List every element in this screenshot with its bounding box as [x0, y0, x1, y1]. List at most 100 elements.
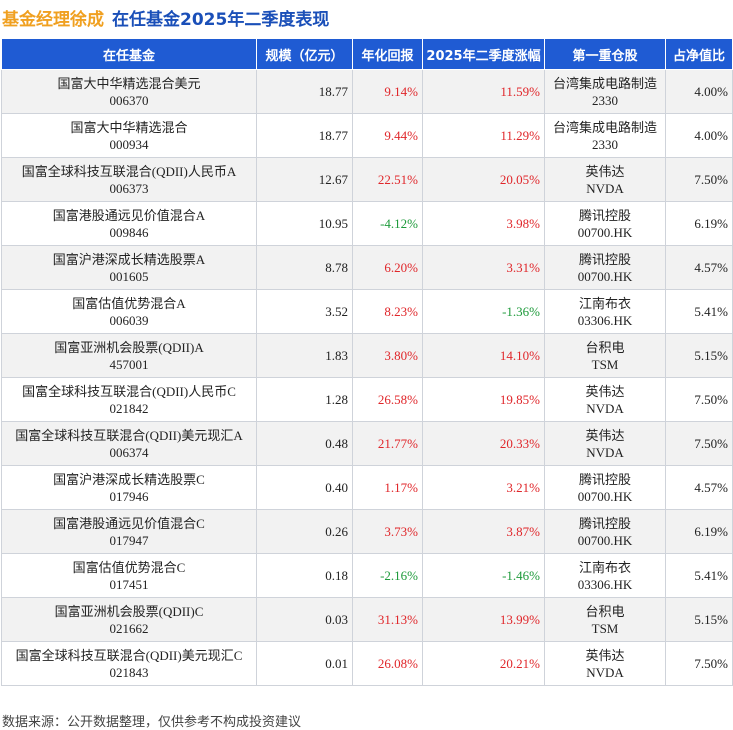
holding-cell: 英伟达 NVDA: [544, 157, 666, 202]
scale-cell: 8.78: [256, 245, 353, 290]
scale-cell: 18.77: [256, 113, 353, 158]
holding-ticker: 00700.HK: [577, 224, 633, 240]
holding-ticker: NVDA: [586, 400, 624, 416]
annual-return-cell: 26.08%: [352, 641, 423, 686]
holding-ticker: 2330: [592, 136, 618, 152]
holding-name: 江南布衣: [578, 295, 631, 311]
fund-cell: 国富港股通远见价值混合A 009846: [1, 201, 257, 246]
fund-cell: 国富全球科技互联混合(QDII)美元现汇C 021843: [1, 641, 257, 686]
table-row: 国富港股通远见价值混合C 017947 0.26 3.73% 3.87% 腾讯控股 0070…: [1, 509, 733, 554]
fund-code: 006039: [109, 312, 149, 328]
nav-ratio-cell: 7.50%: [665, 377, 733, 422]
holding-ticker: TSM: [591, 356, 619, 372]
q2-change-cell: 3.31%: [422, 245, 545, 290]
fund-cell: 国富港股通远见价值混合C 017947: [1, 509, 257, 554]
fund-code: 017947: [109, 532, 149, 548]
table-header-row: 在任基金 规模（亿元） 年化回报 2025年二季度涨幅 第一重仓股 占净值比: [1, 38, 733, 70]
scale-cell: 18.77: [256, 69, 353, 114]
table-row: 国富亚洲机会股票(QDII)C 021662 0.03 31.13% 13.99% 台积电…: [1, 597, 733, 642]
holding-ticker: NVDA: [586, 664, 624, 680]
holding-name: 台积电: [585, 603, 625, 619]
fund-cell: 国富亚洲机会股票(QDII)A 457001: [1, 333, 257, 378]
table-row: 国富沪港深成长精选股票C 017946 0.40 1.17% 3.21% 腾讯控股 0070…: [1, 465, 733, 510]
holding-ticker: 00700.HK: [577, 268, 633, 284]
q2-change-cell: -1.36%: [422, 289, 545, 334]
holding-name: 英伟达: [585, 647, 625, 663]
table-row: 国富沪港深成长精选股票A 001605 8.78 6.20% 3.31% 腾讯控股 0070…: [1, 245, 733, 290]
scale-cell: 1.28: [256, 377, 353, 422]
holding-ticker: 2330: [592, 92, 618, 108]
q2-change-cell: 11.29%: [422, 113, 545, 158]
fund-name: 国富全球科技互联混合(QDII)人民币C: [22, 383, 236, 399]
nav-ratio-cell: 7.50%: [665, 421, 733, 466]
holding-name: 英伟达: [585, 427, 625, 443]
fund-cell: 国富大中华精选混合 000934: [1, 113, 257, 158]
fund-name: 国富全球科技互联混合(QDII)美元现汇C: [15, 647, 243, 663]
fund-cell: 国富估值优势混合A 006039: [1, 289, 257, 334]
title-manager-name: 基金经理徐成: [2, 9, 104, 30]
holding-cell: 英伟达 NVDA: [544, 377, 666, 422]
table-row: 国富大中华精选混合 000934 18.77 9.44% 11.29% 台湾集成电路制造 2…: [1, 113, 733, 158]
q2-change-cell: 13.99%: [422, 597, 545, 642]
table-row: 国富港股通远见价值混合A 009846 10.95 -4.12% 3.98% 腾讯控股 00…: [1, 201, 733, 246]
scale-cell: 10.95: [256, 201, 353, 246]
q2-change-cell: -1.46%: [422, 553, 545, 598]
header-nav-ratio: 占净值比: [665, 38, 733, 70]
table-row: 国富全球科技互联混合(QDII)人民币A 006373 12.67 22.51% 20.…: [1, 157, 733, 202]
annual-return-cell: 8.23%: [352, 289, 423, 334]
holding-cell: 江南布衣 03306.HK: [544, 289, 666, 334]
nav-ratio-cell: 4.00%: [665, 69, 733, 114]
holding-cell: 腾讯控股 00700.HK: [544, 201, 666, 246]
holding-cell: 腾讯控股 00700.HK: [544, 245, 666, 290]
fund-name: 国富估值优势混合A: [72, 295, 186, 311]
holding-cell: 腾讯控股 00700.HK: [544, 465, 666, 510]
fund-code: 021843: [109, 664, 149, 680]
q2-change-cell: 3.87%: [422, 509, 545, 554]
fund-performance-table: 在任基金 规模（亿元） 年化回报 2025年二季度涨幅 第一重仓股 占净值比 国…: [1, 38, 733, 686]
holding-ticker: NVDA: [586, 180, 624, 196]
fund-name: 国富估值优势混合C: [72, 559, 186, 575]
fund-cell: 国富亚洲机会股票(QDII)C 021662: [1, 597, 257, 642]
fund-code: 021662: [109, 620, 149, 636]
fund-cell: 国富估值优势混合C 017451: [1, 553, 257, 598]
scale-cell: 0.18: [256, 553, 353, 598]
q2-change-cell: 20.05%: [422, 157, 545, 202]
nav-ratio-cell: 7.50%: [665, 157, 733, 202]
page-title: 基金经理徐成 在任基金2025年二季度表现: [2, 2, 329, 32]
nav-ratio-cell: 4.57%: [665, 465, 733, 510]
fund-code: 457001: [109, 356, 149, 372]
scale-cell: 0.01: [256, 641, 353, 686]
data-source-note: 数据来源：公开数据整理，仅供参考不构成投资建议: [2, 715, 302, 730]
nav-ratio-cell: 4.00%: [665, 113, 733, 158]
holding-name: 英伟达: [585, 383, 625, 399]
annual-return-cell: -4.12%: [352, 201, 423, 246]
holding-cell: 英伟达 NVDA: [544, 641, 666, 686]
annual-return-cell: 9.14%: [352, 69, 423, 114]
scale-cell: 3.52: [256, 289, 353, 334]
nav-ratio-cell: 5.41%: [665, 553, 733, 598]
nav-ratio-cell: 5.41%: [665, 289, 733, 334]
q2-change-cell: 3.98%: [422, 201, 545, 246]
fund-name: 国富沪港深成长精选股票A: [52, 251, 206, 267]
scale-cell: 12.67: [256, 157, 353, 202]
fund-name: 国富港股通远见价值混合C: [53, 515, 205, 531]
holding-name: 腾讯控股: [578, 471, 631, 487]
fund-code: 017451: [109, 576, 149, 592]
holding-cell: 腾讯控股 00700.HK: [544, 509, 666, 554]
scale-cell: 0.03: [256, 597, 353, 642]
annual-return-cell: 26.58%: [352, 377, 423, 422]
table-body: 国富大中华精选混合美元 006370 18.77 9.14% 11.59% 台湾集成电路制…: [1, 69, 733, 686]
title-main: 在任基金2025年二季度表现: [112, 9, 330, 30]
fund-code: 017946: [109, 488, 149, 504]
nav-ratio-cell: 6.19%: [665, 509, 733, 554]
holding-name: 台湾集成电路制造: [552, 75, 657, 91]
holding-cell: 英伟达 NVDA: [544, 421, 666, 466]
table-row: 国富全球科技互联混合(QDII)美元现汇C 021843 0.01 26.08% 20.…: [1, 641, 733, 686]
annual-return-cell: 3.73%: [352, 509, 423, 554]
fund-name: 国富全球科技互联混合(QDII)美元现汇A: [15, 427, 243, 443]
fund-name: 国富大中华精选混合: [70, 119, 188, 135]
header-fund: 在任基金: [1, 38, 257, 70]
annual-return-cell: 21.77%: [352, 421, 423, 466]
annual-return-cell: -2.16%: [352, 553, 423, 598]
q2-change-cell: 11.59%: [422, 69, 545, 114]
